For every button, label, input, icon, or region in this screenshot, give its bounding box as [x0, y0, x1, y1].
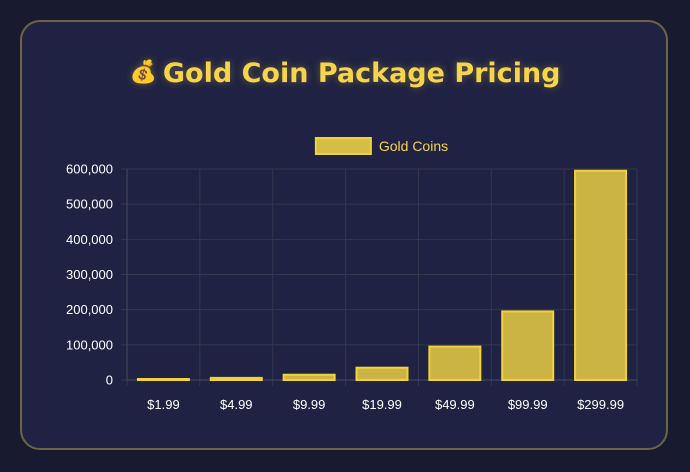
bar-29999[interactable] — [574, 169, 628, 381]
x-tick-label: $1.99 — [147, 397, 180, 412]
x-tick-label: $9.99 — [293, 397, 326, 412]
y-tick-label: 600,000 — [66, 162, 113, 177]
legend[interactable]: Gold Coins — [314, 137, 448, 155]
bar-999[interactable] — [282, 373, 336, 382]
legend-label-gold-coins[interactable]: Gold Coins — [379, 138, 448, 154]
grid-lines — [121, 168, 638, 386]
y-tick-label: 0 — [106, 373, 113, 388]
y-tick-label: 100,000 — [66, 337, 113, 352]
y-tick-label: 400,000 — [66, 232, 113, 247]
y-axis-ticks: 0 100,000 200,000 300,000 400,000 500,000 600,… — [66, 162, 113, 388]
y-tick-label: 200,000 — [66, 302, 113, 317]
bar-499[interactable] — [209, 376, 263, 382]
bar-199[interactable] — [136, 378, 190, 381]
chart-title-text: Gold Coin Package Pricing — [162, 58, 561, 89]
bar-4999[interactable] — [428, 345, 482, 382]
bar-9999[interactable] — [501, 310, 555, 381]
chart-card — [20, 20, 668, 450]
x-tick-label: $49.99 — [435, 397, 475, 412]
x-tick-label: $19.99 — [362, 397, 402, 412]
x-axis-ticks: $1.99 $4.99 $9.99 $19.99 $49.99 $99.99 $299.99 — [147, 397, 624, 412]
y-tick-label: 300,000 — [66, 267, 113, 282]
bar-1999[interactable] — [355, 366, 409, 382]
chart-title: 💰 Gold Coin Package Pricing — [0, 58, 690, 89]
money-bag-icon: 💰 — [129, 60, 157, 85]
x-tick-label: $4.99 — [220, 397, 253, 412]
bars — [136, 169, 628, 382]
y-tick-label: 500,000 — [66, 197, 113, 212]
x-tick-label: $299.99 — [577, 397, 624, 412]
x-tick-label: $99.99 — [508, 397, 548, 412]
legend-swatch-gold-coins[interactable] — [314, 137, 372, 155]
